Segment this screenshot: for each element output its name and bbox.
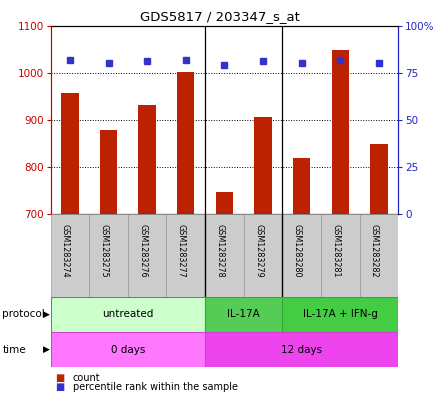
Text: ■: ■ <box>55 373 64 383</box>
Text: ▶: ▶ <box>43 310 50 319</box>
Bar <box>205 297 282 332</box>
Text: GSM1283279: GSM1283279 <box>254 224 263 278</box>
Text: GSM1283275: GSM1283275 <box>99 224 109 278</box>
Bar <box>205 214 244 297</box>
Bar <box>51 214 89 297</box>
Text: time: time <box>2 345 26 355</box>
Text: untreated: untreated <box>102 309 154 320</box>
Bar <box>282 214 321 297</box>
Text: IL-17A: IL-17A <box>227 309 260 320</box>
Bar <box>293 158 310 214</box>
Bar <box>321 214 359 297</box>
Bar <box>216 191 233 214</box>
Bar <box>254 117 272 214</box>
Bar <box>166 214 205 297</box>
Text: IL-17A + IFN-g: IL-17A + IFN-g <box>303 309 378 320</box>
Bar <box>51 332 205 367</box>
Text: count: count <box>73 373 100 383</box>
Text: GSM1283281: GSM1283281 <box>331 224 340 277</box>
Text: GSM1283277: GSM1283277 <box>177 224 186 278</box>
Text: GSM1283274: GSM1283274 <box>61 224 70 278</box>
Bar <box>244 214 282 297</box>
Bar <box>61 92 79 214</box>
Text: GSM1283282: GSM1283282 <box>370 224 379 278</box>
Bar <box>100 130 117 214</box>
Bar <box>370 144 388 214</box>
Text: ■: ■ <box>55 382 64 392</box>
Bar <box>89 214 128 297</box>
Bar <box>51 297 205 332</box>
Text: 0 days: 0 days <box>110 345 145 355</box>
Text: ▶: ▶ <box>43 345 50 354</box>
Bar <box>332 50 349 214</box>
Text: protocol: protocol <box>2 309 45 320</box>
Bar <box>205 332 398 367</box>
Text: GSM1283278: GSM1283278 <box>216 224 224 278</box>
Bar <box>359 214 398 297</box>
Text: GSM1283280: GSM1283280 <box>293 224 302 277</box>
Text: percentile rank within the sample: percentile rank within the sample <box>73 382 238 392</box>
Text: 12 days: 12 days <box>281 345 322 355</box>
Bar <box>282 297 398 332</box>
Bar <box>128 214 166 297</box>
Bar <box>139 105 156 214</box>
Bar <box>177 72 194 214</box>
Text: GDS5817 / 203347_s_at: GDS5817 / 203347_s_at <box>140 10 300 23</box>
Text: GSM1283276: GSM1283276 <box>138 224 147 278</box>
